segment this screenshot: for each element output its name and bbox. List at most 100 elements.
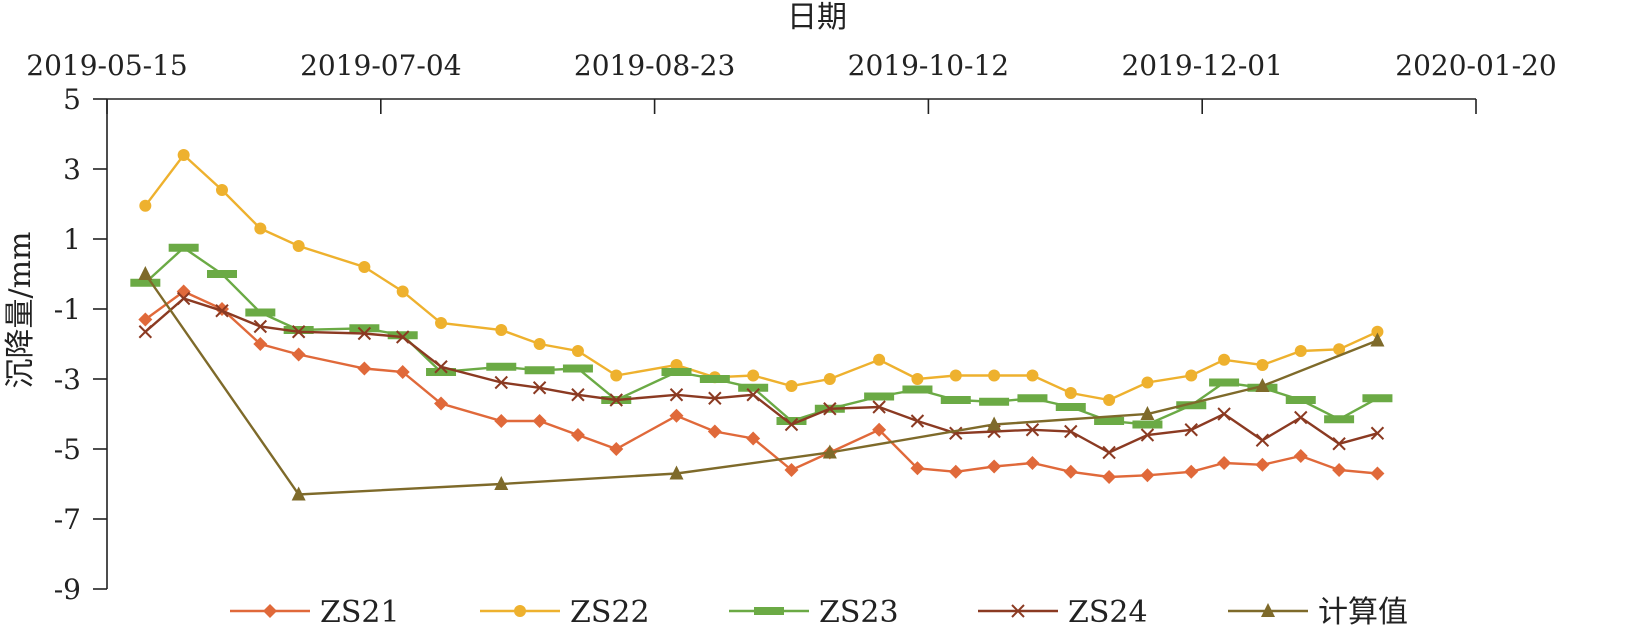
data-point [1103, 394, 1116, 406]
y-tick-label: -9 [54, 573, 81, 606]
data-point [1141, 376, 1154, 389]
data-point [910, 414, 925, 428]
data-point [1294, 345, 1307, 357]
data-point [1064, 387, 1077, 399]
data-point [130, 278, 161, 287]
data-point [669, 465, 684, 480]
data-point [1293, 449, 1308, 463]
data-point [1324, 415, 1355, 424]
data-point [138, 325, 153, 339]
data-point [823, 373, 836, 385]
data-point [395, 365, 410, 379]
data-point [177, 149, 190, 161]
y-tick-label: -1 [54, 293, 81, 326]
data-point [349, 324, 380, 333]
data-point [562, 364, 593, 373]
data-point [387, 331, 418, 340]
series-1 [138, 284, 1385, 484]
data-point [1184, 423, 1198, 437]
x-axis-title: 日期 [787, 0, 847, 35]
data-point [1217, 407, 1231, 421]
data-point [661, 368, 692, 376]
legend-label: ZS22 [570, 595, 650, 630]
data-point [357, 361, 372, 376]
data-point [291, 486, 306, 501]
data-point [707, 424, 722, 439]
data-point [206, 270, 237, 278]
data-point [949, 369, 962, 382]
series-line [144, 153, 1378, 402]
data-point [1063, 464, 1078, 479]
data-point [1025, 456, 1040, 470]
data-point [1140, 406, 1155, 420]
data-point [1140, 428, 1155, 442]
data-point [1370, 332, 1385, 347]
data-point [426, 368, 457, 376]
legend-item-3: ZS23 [729, 595, 899, 630]
data-point [785, 380, 798, 392]
data-point [571, 345, 584, 357]
data-point [1094, 417, 1125, 425]
legend-label: ZS23 [819, 595, 899, 630]
x-tick-label: 2019-05-15 [26, 49, 187, 82]
data-point [1218, 353, 1231, 366]
data-point [245, 308, 276, 317]
data-point [1285, 396, 1316, 404]
x-tick-label: 2020-01-20 [1395, 49, 1556, 82]
data-point [1176, 401, 1207, 410]
data-point [873, 353, 886, 366]
data-point [902, 385, 933, 394]
data-point [138, 312, 153, 327]
legend-item-2: ZS22 [480, 595, 650, 630]
data-point [669, 408, 684, 423]
data-point [609, 442, 624, 456]
series-line [144, 246, 1378, 426]
data-point [910, 461, 925, 476]
data-point [864, 392, 895, 401]
data-point [1370, 466, 1385, 481]
data-point [911, 373, 924, 385]
data-point [940, 396, 971, 404]
data-point [253, 337, 268, 351]
data-point [292, 240, 305, 252]
data-point [987, 416, 1002, 431]
legend-item-1: ZS21 [230, 595, 400, 630]
data-point [434, 396, 449, 411]
legend-swatch-marker [754, 607, 784, 615]
data-point [215, 304, 229, 318]
data-point [1333, 343, 1346, 356]
data-point [253, 319, 268, 334]
data-point [1255, 378, 1270, 392]
data-point [669, 388, 684, 402]
data-point [609, 393, 623, 407]
data-point [1017, 394, 1048, 403]
data-point [494, 375, 508, 390]
data-point [1102, 470, 1117, 484]
data-point [524, 366, 555, 375]
axes: 2019-05-15 2019-07-04 2019-08-23 2019-10-12… [26, 49, 1556, 606]
legend-label: ZS21 [320, 595, 400, 630]
y-tick-label: 3 [63, 153, 81, 186]
data-point [746, 431, 761, 446]
data-point [570, 428, 585, 442]
data-point [1184, 464, 1199, 479]
x-tick-label: 2019-12-01 [1121, 49, 1282, 82]
data-point [291, 325, 306, 339]
data-point [1371, 325, 1384, 338]
data-point [822, 444, 837, 459]
data-point [1217, 456, 1232, 470]
data-point [987, 459, 1002, 474]
series-5 [138, 266, 1385, 501]
data-point [1256, 359, 1269, 371]
data-point [738, 383, 769, 392]
data-point [291, 347, 306, 362]
legend-swatch-marker [1261, 603, 1275, 617]
data-point [495, 324, 508, 336]
data-point [699, 375, 730, 383]
legend: ZS21 ZS22 ZS23 ZS24 计算值 [230, 595, 1408, 630]
data-point [139, 199, 152, 212]
x-tick-label: 2019-07-04 [300, 49, 461, 82]
data-point [784, 417, 799, 432]
data-point [1026, 369, 1039, 382]
